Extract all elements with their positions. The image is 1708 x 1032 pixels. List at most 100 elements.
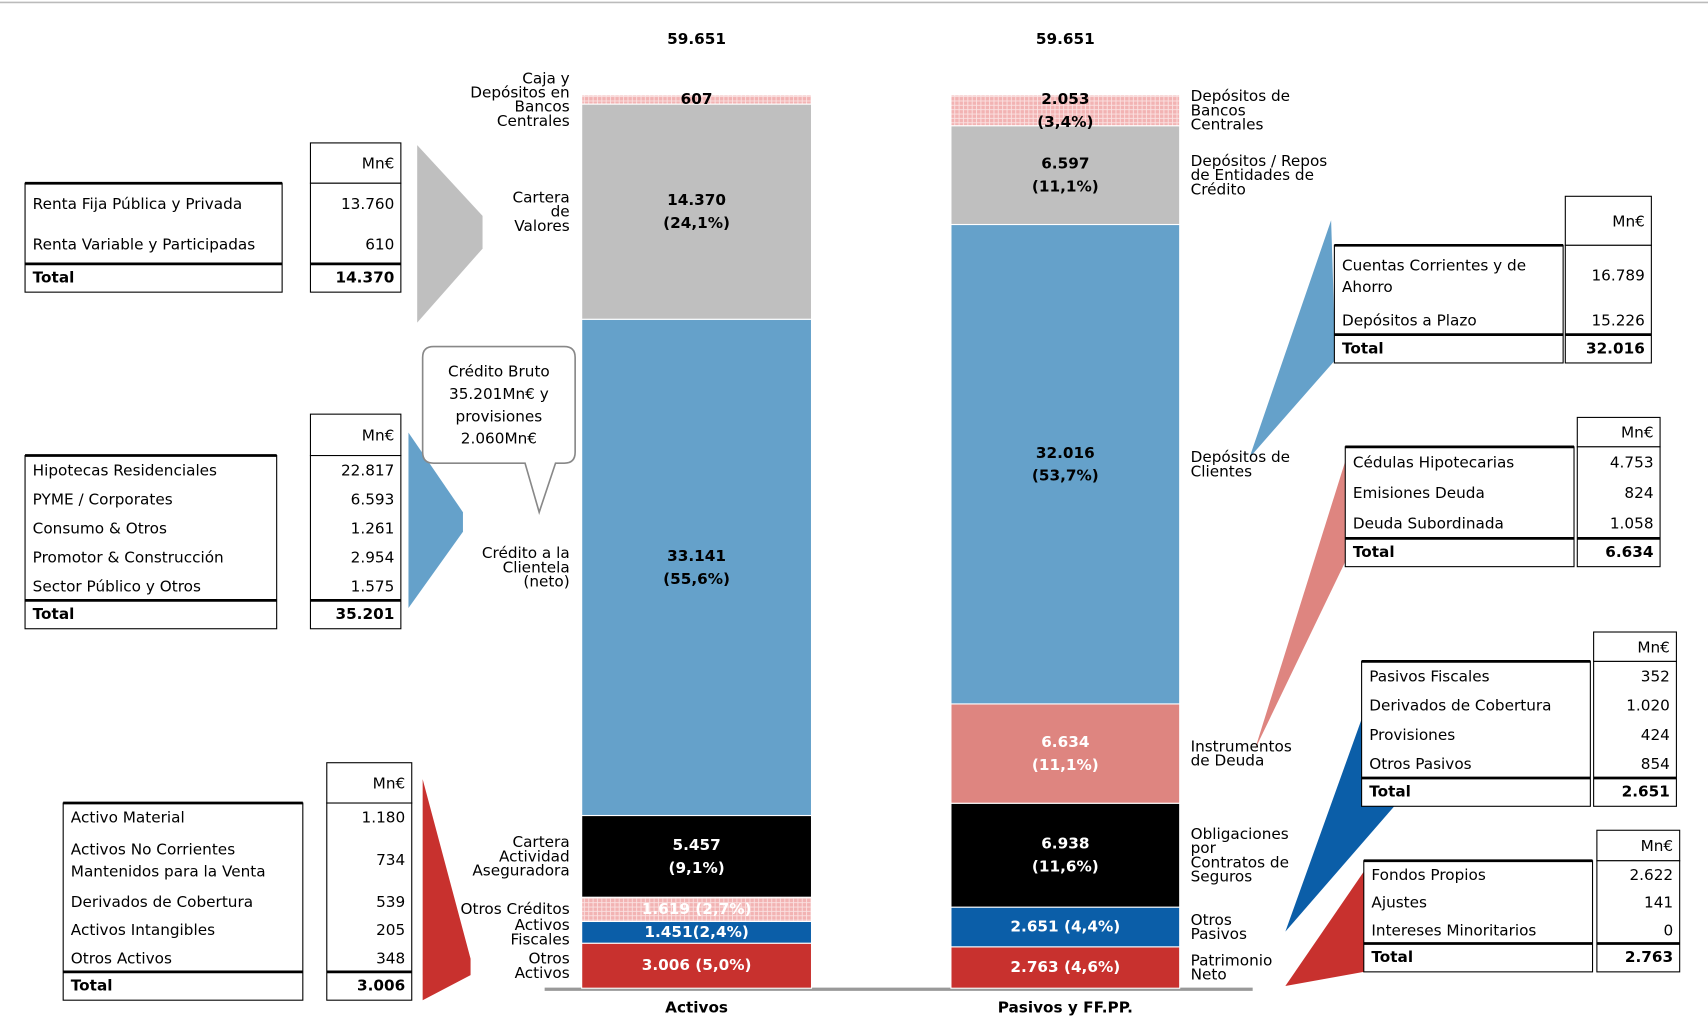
row-value: 424 — [1641, 726, 1670, 744]
value-box — [309, 182, 402, 293]
total-value: 6.634 — [1605, 543, 1653, 561]
row-value: 22.817 — [341, 462, 394, 480]
label-box — [24, 455, 278, 630]
total-value: 2.651 — [1622, 783, 1670, 801]
total-value: 2.763 — [1625, 948, 1673, 966]
row-label: Promotor & Construcción — [33, 549, 224, 567]
row-value: 1.180 — [362, 809, 406, 827]
bar-segment — [950, 125, 1181, 226]
total-value: 35.201 — [335, 605, 394, 623]
segment-label: Cartera Actividad Aseguradora — [472, 833, 569, 879]
row-value: 2.954 — [351, 549, 395, 567]
connectors — [408, 145, 1395, 1001]
value-label: 2.053 (3,4%) — [1037, 89, 1093, 130]
total-label: Total — [1369, 783, 1411, 801]
total-label: Total — [71, 977, 113, 995]
value-label: 2.763 (4,6%) — [1010, 958, 1120, 976]
segment-label: Activos Fiscales — [511, 916, 570, 948]
value-box — [1564, 244, 1652, 364]
unit-cell — [1596, 829, 1681, 862]
value-box — [1593, 660, 1677, 807]
row-label: Derivados de Cobertura — [71, 893, 253, 911]
label-box — [1333, 244, 1564, 364]
label-box — [24, 182, 283, 293]
row-value: 610 — [365, 235, 394, 253]
row-label: Renta Fija Pública y Privada — [33, 195, 243, 213]
label-box — [1363, 860, 1594, 973]
value-label: 33.141 (55,6%) — [663, 546, 730, 587]
segment-label: Caja y Depósitos en Bancos Centrales — [470, 69, 570, 129]
row-label: Emisiones Deuda — [1353, 484, 1485, 502]
segment-label: Instrumentos de Deuda — [1191, 737, 1292, 769]
bar-segment — [950, 703, 1181, 804]
callout-bubble — [421, 345, 576, 515]
segment-label: Depósitos de Clientes — [1191, 448, 1290, 480]
bar-segment — [581, 942, 813, 989]
x-tick-label: Pasivos y FF.PP. — [998, 998, 1133, 1016]
row-label: Intereses Minoritarios — [1371, 921, 1536, 939]
segment-label: Crédito a la Clientela (neto) — [482, 544, 570, 590]
row-value: 15.226 — [1591, 311, 1644, 329]
unit-cell — [1564, 195, 1652, 246]
unit-label: Mn€ — [1641, 837, 1674, 855]
unit-label: Mn€ — [1621, 424, 1654, 442]
value-label: 1.451(2,4%) — [644, 923, 748, 941]
row-label: Activo Material — [71, 809, 185, 827]
segment-label: Otros Activos — [515, 949, 570, 981]
unit-label: Mn€ — [1612, 212, 1645, 230]
connector-shape — [408, 432, 463, 609]
row-label: Consumo & Otros — [33, 520, 167, 538]
total-label: Total — [1371, 948, 1413, 966]
connector-shape — [1254, 457, 1351, 750]
total-label: Total — [1353, 543, 1395, 561]
row-label: Hipotecas Residenciales — [33, 462, 217, 480]
unit-cell — [326, 762, 413, 804]
row-value: 6.593 — [351, 491, 395, 509]
row-value: 854 — [1641, 755, 1670, 773]
unit-label: Mn€ — [362, 155, 395, 173]
x-tick-label: Activos — [665, 998, 728, 1016]
row-label: Otros Activos — [71, 949, 172, 967]
total-value: 14.370 — [335, 268, 394, 286]
row-value: 824 — [1624, 484, 1653, 502]
value-label: 6.938 (11,6%) — [1032, 834, 1099, 875]
row-label: Renta Variable y Participadas — [33, 235, 256, 253]
row-label: Activos No Corrientes Mantenidos para la … — [71, 840, 266, 880]
total-value: 3.006 — [357, 977, 405, 995]
total-value: 32.016 — [1586, 339, 1645, 357]
row-label: Deuda Subordinada — [1353, 515, 1504, 533]
bar-segment — [950, 802, 1181, 908]
row-value: 352 — [1641, 668, 1670, 686]
unit-label: Mn€ — [1637, 638, 1670, 656]
row-value: 205 — [376, 921, 405, 939]
bar-segment — [581, 814, 813, 898]
segment-label: Depósitos / Repos de Entidades de Crédito — [1191, 151, 1328, 197]
connector-shape — [422, 779, 471, 1001]
total-label: Total — [33, 268, 75, 286]
label-box — [1361, 660, 1591, 807]
value-label: 6.597 (11,1%) — [1032, 154, 1099, 195]
unit-label: Mn€ — [362, 426, 395, 444]
column-total: 59.651 — [1036, 30, 1095, 48]
row-label: Depósitos a Plazo — [1342, 311, 1477, 329]
row-label: Cuentas Corrientes y de Ahorro — [1342, 256, 1526, 296]
row-value: 13.760 — [341, 195, 394, 213]
row-value: 4.753 — [1610, 454, 1654, 472]
row-value: 539 — [376, 893, 405, 911]
row-label: Derivados de Cobertura — [1369, 697, 1551, 715]
row-label: Activos Intangibles — [71, 921, 215, 939]
connector-shape — [1285, 871, 1364, 987]
bar-segment — [950, 223, 1181, 705]
value-label: 32.016 (53,7%) — [1032, 443, 1099, 484]
row-value: 16.789 — [1591, 267, 1644, 285]
callout-text: Crédito Bruto 35.201Mn€ y provisiones 2.060… — [448, 362, 550, 447]
bar-segment — [581, 94, 813, 105]
row-value: 348 — [376, 949, 405, 967]
label-box — [1344, 446, 1575, 568]
bar-segment — [581, 318, 813, 817]
row-value: 734 — [376, 851, 405, 869]
value-box — [309, 455, 402, 630]
bar-segment — [581, 103, 813, 320]
